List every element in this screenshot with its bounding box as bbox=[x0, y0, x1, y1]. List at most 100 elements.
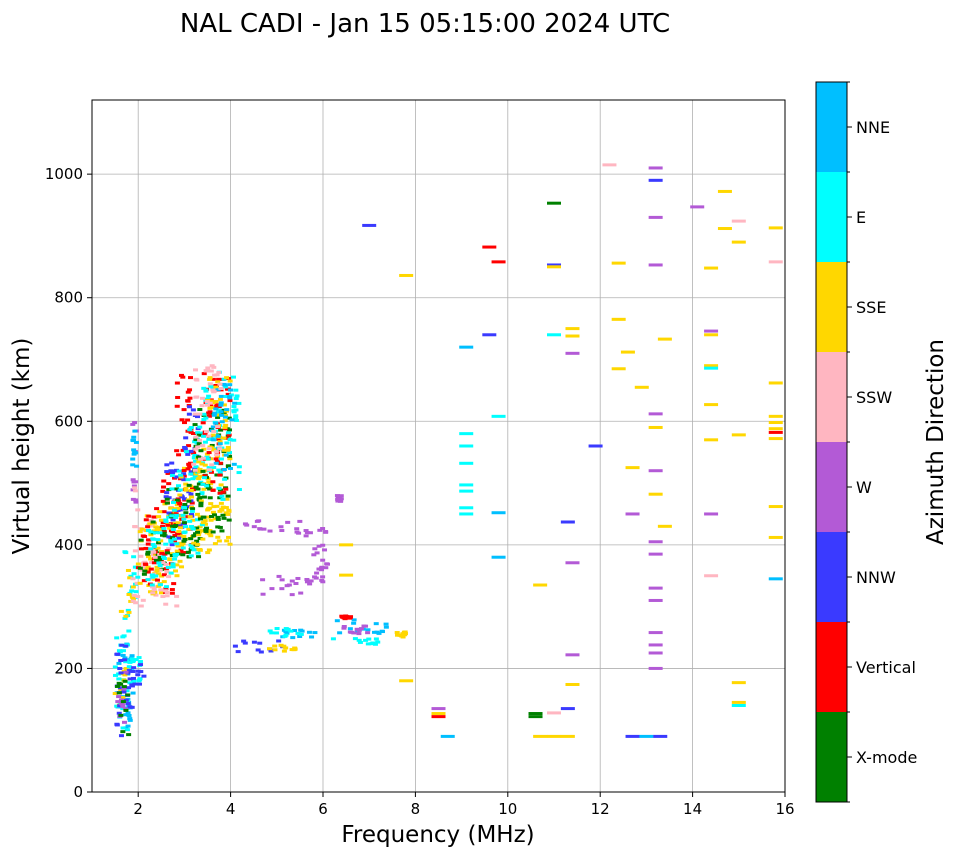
echo-mark bbox=[129, 657, 135, 661]
echo-mark bbox=[120, 649, 126, 653]
echo-mark bbox=[123, 713, 129, 717]
echo-mark bbox=[202, 522, 208, 526]
echo-mark bbox=[200, 469, 206, 473]
echo-mark bbox=[440, 734, 455, 738]
echo-mark bbox=[126, 703, 132, 707]
echo-mark bbox=[768, 535, 783, 539]
echo-mark bbox=[198, 449, 204, 453]
echo-mark bbox=[215, 425, 221, 429]
echo-mark bbox=[459, 506, 474, 510]
echo-mark bbox=[163, 495, 169, 499]
echo-mark bbox=[216, 539, 222, 543]
echo-mark bbox=[225, 431, 231, 435]
echo-mark bbox=[164, 491, 170, 495]
echo-mark bbox=[317, 528, 323, 532]
echo-mark bbox=[196, 442, 202, 446]
echo-mark bbox=[164, 470, 170, 474]
echo-mark bbox=[231, 438, 237, 442]
echo-mark bbox=[201, 434, 207, 438]
echo-mark bbox=[312, 631, 318, 635]
echo-mark bbox=[213, 405, 219, 409]
echo-mark bbox=[228, 393, 234, 397]
echo-mark bbox=[242, 522, 248, 526]
echo-mark bbox=[234, 394, 240, 398]
echo-mark bbox=[121, 685, 127, 689]
echo-mark bbox=[148, 533, 154, 537]
echo-mark bbox=[145, 565, 151, 569]
echo-mark bbox=[163, 587, 169, 591]
echo-mark bbox=[260, 578, 266, 582]
echo-mark bbox=[192, 412, 198, 416]
echo-mark bbox=[212, 542, 218, 546]
echo-mark bbox=[229, 418, 235, 422]
echo-mark bbox=[215, 535, 221, 539]
echo-mark bbox=[177, 559, 183, 563]
echo-mark bbox=[431, 712, 446, 716]
echo-mark bbox=[218, 410, 224, 414]
echo-mark bbox=[611, 261, 626, 265]
echo-mark bbox=[210, 388, 216, 392]
echo-mark bbox=[170, 471, 176, 475]
echo-mark bbox=[156, 515, 162, 519]
echo-mark bbox=[167, 526, 173, 530]
echo-mark bbox=[214, 403, 220, 407]
echo-mark bbox=[159, 574, 165, 578]
echo-mark bbox=[459, 345, 474, 349]
echo-mark bbox=[115, 700, 121, 704]
echo-mark bbox=[174, 487, 180, 491]
echo-mark bbox=[188, 554, 194, 558]
echo-mark bbox=[192, 456, 198, 460]
echo-mark bbox=[169, 553, 175, 557]
echo-mark bbox=[160, 524, 166, 528]
echo-mark bbox=[565, 653, 580, 657]
echo-mark bbox=[200, 456, 206, 460]
echo-mark bbox=[648, 651, 663, 655]
echo-mark bbox=[158, 539, 164, 543]
echo-mark bbox=[294, 527, 300, 531]
echo-mark bbox=[304, 580, 310, 584]
echo-mark bbox=[196, 477, 202, 481]
echo-mark bbox=[625, 512, 640, 516]
colorbar-tick-label: SSE bbox=[856, 298, 886, 317]
echo-mark bbox=[192, 453, 198, 457]
echo-mark bbox=[323, 566, 329, 570]
echo-mark bbox=[491, 260, 506, 264]
echo-mark bbox=[147, 522, 153, 526]
echo-mark bbox=[156, 528, 162, 532]
echo-mark bbox=[295, 631, 301, 635]
echo-mark bbox=[282, 634, 288, 638]
echo-mark bbox=[199, 404, 205, 408]
echo-mark bbox=[197, 536, 203, 540]
echo-mark bbox=[236, 465, 242, 469]
echo-mark bbox=[195, 551, 201, 555]
echo-mark bbox=[208, 399, 214, 403]
echo-mark bbox=[149, 583, 155, 587]
echo-mark bbox=[122, 679, 128, 683]
echo-mark bbox=[221, 468, 227, 472]
echo-mark bbox=[209, 514, 215, 518]
echo-mark bbox=[193, 368, 199, 372]
echo-mark bbox=[227, 379, 233, 383]
echo-mark bbox=[122, 616, 128, 620]
echo-mark bbox=[160, 489, 166, 493]
echo-mark bbox=[225, 494, 231, 498]
echo-mark bbox=[198, 517, 204, 521]
echo-mark bbox=[145, 542, 151, 546]
echo-mark bbox=[133, 601, 139, 605]
echo-mark bbox=[130, 669, 136, 673]
echo-mark bbox=[215, 410, 221, 414]
echo-mark bbox=[214, 473, 220, 477]
echo-mark bbox=[132, 429, 138, 433]
echo-mark bbox=[173, 512, 179, 516]
colorbar-tick-label: W bbox=[856, 478, 872, 497]
echo-mark bbox=[363, 638, 369, 642]
echo-mark bbox=[161, 530, 167, 534]
echo-mark bbox=[120, 707, 126, 711]
echo-mark bbox=[365, 628, 371, 632]
echo-mark bbox=[227, 466, 233, 470]
echo-mark bbox=[316, 544, 322, 548]
echo-mark bbox=[170, 500, 176, 504]
echo-mark bbox=[140, 534, 146, 538]
echo-mark bbox=[211, 465, 217, 469]
echo-mark bbox=[206, 414, 212, 418]
